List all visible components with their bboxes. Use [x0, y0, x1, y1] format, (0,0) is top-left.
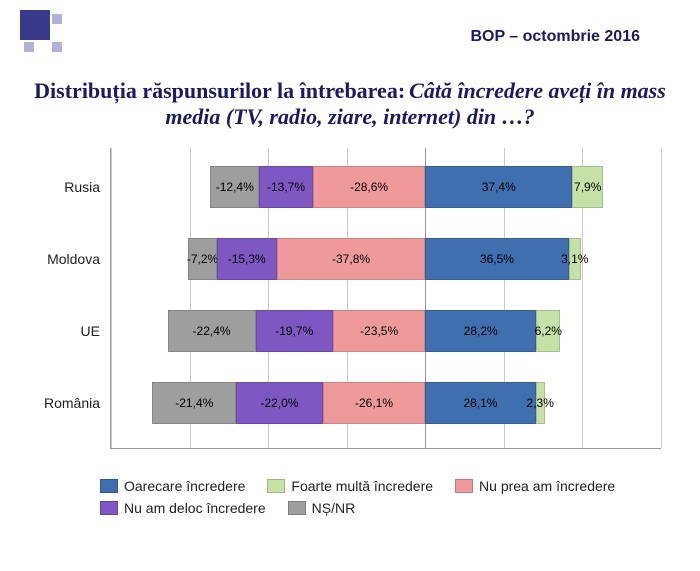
logo-square-small: [24, 42, 34, 52]
chart-bar-segment: -22,4%: [168, 310, 256, 352]
chart-category-label: Rusia: [20, 179, 100, 195]
chart-bar-segment: 28,2%: [425, 310, 536, 352]
chart-bar-segment: 37,4%: [425, 166, 572, 208]
chart-category-label: UE: [20, 323, 100, 339]
legend-item: Oarecare încredere: [100, 478, 245, 494]
chart-bar-segment: 28,1%: [425, 382, 535, 424]
chart-bar-segment: -37,8%: [277, 238, 426, 280]
title-prefix: Distribuția răspunsurilor la întrebarea:: [34, 78, 405, 103]
chart-bar-segment: 7,9%: [572, 166, 603, 208]
logo: [20, 10, 62, 52]
legend-label: Foarte multă încredere: [291, 478, 433, 494]
chart-bar-row: -7,2%-15,3%-37,8%36,5%3,1%: [111, 238, 661, 280]
legend-label: NȘ/NR: [312, 500, 356, 516]
chart-bar-segment: -19,7%: [256, 310, 333, 352]
legend-swatch: [267, 479, 285, 493]
chart-legend: Oarecare încredere Foarte multă încredere…: [100, 478, 700, 518]
chart-category-label: România: [20, 395, 100, 411]
chart-bar-row: -12,4%-13,7%-28,6%37,4%7,9%: [111, 166, 661, 208]
header-label: BOP – octombrie 2016: [470, 28, 640, 46]
chart-bar-segment: -23,5%: [333, 310, 425, 352]
chart-plot: -12,4%-13,7%-28,6%37,4%7,9% -7,2%-15,3%-3…: [110, 148, 661, 449]
legend-item: NȘ/NR: [288, 500, 356, 516]
chart-bar-segment: -13,7%: [259, 166, 313, 208]
logo-square-large: [20, 10, 50, 40]
chart-bar-segment: -7,2%: [188, 238, 216, 280]
chart-bar-segment: -22,0%: [236, 382, 322, 424]
chart-bar-segment: 2,3%: [536, 382, 545, 424]
legend-row: Oarecare încredere Foarte multă încredere…: [100, 478, 700, 496]
slide-header: BOP – octombrie 2016: [0, 0, 700, 60]
chart-bar-segment: -12,4%: [210, 166, 259, 208]
chart-bar-segment: -21,4%: [152, 382, 236, 424]
legend-item: Nu prea am încredere: [455, 478, 615, 494]
chart-bar-row: -21,4%-22,0%-26,1%28,1%2,3%: [111, 382, 661, 424]
legend-swatch: [100, 479, 118, 493]
chart-gridline: [661, 148, 662, 448]
legend-swatch: [455, 479, 473, 493]
legend-item: Nu am deloc încredere: [100, 500, 266, 516]
logo-square-small: [52, 42, 62, 52]
chart: -12,4%-13,7%-28,6%37,4%7,9% -7,2%-15,3%-3…: [20, 148, 680, 468]
chart-bar-segment: -15,3%: [217, 238, 277, 280]
legend-swatch: [100, 501, 118, 515]
legend-label: Nu prea am încredere: [479, 478, 615, 494]
legend-item: Foarte multă încredere: [267, 478, 433, 494]
legend-label: Oarecare încredere: [124, 478, 245, 494]
legend-row: Nu am deloc încredere NȘ/NR: [100, 500, 700, 518]
chart-category-label: Moldova: [20, 251, 100, 267]
legend-swatch: [288, 501, 306, 515]
chart-bar-segment: -28,6%: [313, 166, 425, 208]
legend-label: Nu am deloc încredere: [124, 500, 266, 516]
chart-bar-segment: 3,1%: [569, 238, 581, 280]
logo-square-small: [52, 14, 62, 24]
chart-bar-segment: 6,2%: [536, 310, 560, 352]
chart-bar-segment: 36,5%: [425, 238, 568, 280]
chart-title: Distribuția răspunsurilor la întrebarea:…: [30, 78, 670, 130]
chart-bar-segment: -26,1%: [323, 382, 426, 424]
chart-bar-row: -22,4%-19,7%-23,5%28,2%6,2%: [111, 310, 661, 352]
